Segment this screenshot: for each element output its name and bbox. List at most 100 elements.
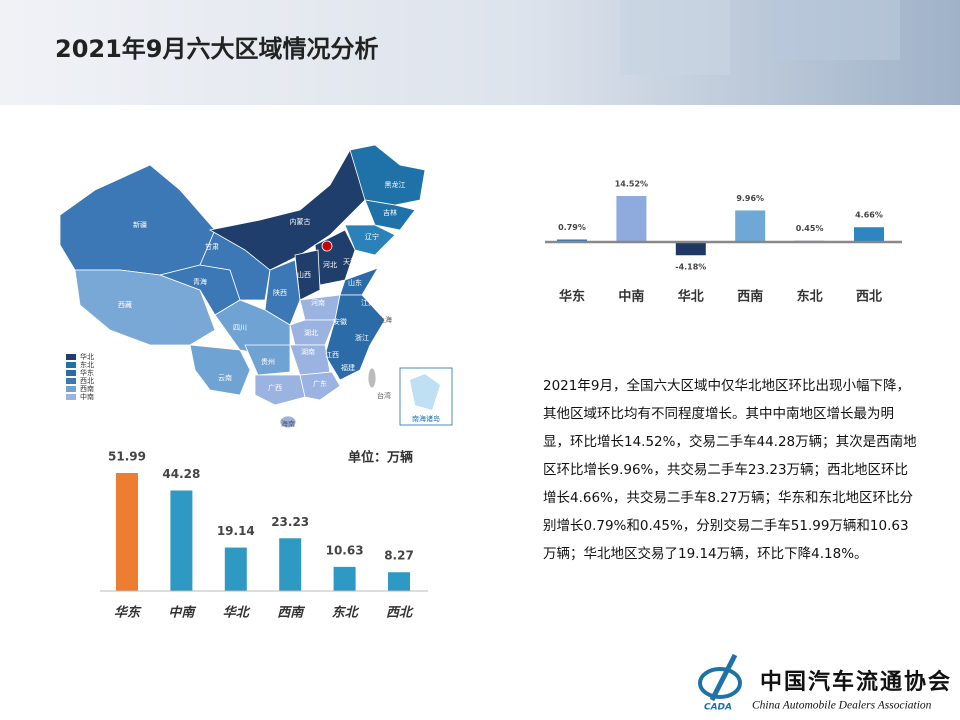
legend-label: 东北 (80, 360, 94, 369)
x-tick-label: 东北 (332, 605, 360, 621)
province-label: 湖南 (301, 347, 315, 356)
province-label: 山西 (297, 270, 311, 279)
header-cube (770, 0, 900, 60)
province (244, 344, 291, 376)
header-cube (620, 0, 730, 75)
province-label: 山东 (348, 278, 362, 287)
x-tick-label: 华北 (678, 289, 704, 305)
province (254, 374, 306, 406)
province-label: 内蒙古 (290, 217, 311, 226)
legend-label: 西北 (80, 377, 94, 385)
province (279, 415, 297, 429)
province (74, 269, 216, 346)
legend-label: 中南 (80, 392, 94, 401)
value-label: 23.23 (271, 515, 309, 529)
bar (224, 547, 247, 591)
unit-label: 单位：万辆 (348, 450, 413, 466)
summary-text: 2021年9月，全国六大区域中仅华北地区环比出现小幅下降，其他区域环比均有不同程… (543, 378, 917, 562)
bar (388, 572, 410, 591)
province-label: 台湾 (377, 391, 391, 400)
province (367, 367, 377, 389)
x-tick-label: 西北 (386, 606, 414, 621)
bar (735, 210, 766, 242)
logo-icon (698, 667, 742, 699)
bar (616, 196, 647, 242)
logo-abbr: CADA (704, 703, 732, 713)
x-tick-label: 东北 (797, 289, 823, 305)
province-label: 青海 (193, 277, 207, 286)
province-label: 海南 (281, 419, 295, 428)
value-label: -4.18% (675, 263, 706, 272)
province-label: 浙江 (355, 333, 369, 342)
value-label: 4.66% (855, 211, 883, 220)
value-label: 51.99 (108, 450, 146, 464)
x-tick-label: 西北 (856, 290, 882, 305)
province-label: 四川 (233, 324, 247, 332)
value-label: 8.27 (384, 549, 414, 563)
china-map (59, 144, 453, 429)
value-label: 14.52% (615, 180, 648, 189)
bar (333, 566, 356, 591)
capital-marker (321, 240, 333, 252)
x-tick-label: 西南 (737, 289, 763, 305)
province (324, 294, 386, 381)
x-tick-label: 中南 (168, 605, 196, 621)
value-label: 0.45% (796, 224, 824, 233)
province (214, 299, 291, 356)
value-label: 0.79% (558, 223, 586, 232)
province-label: 广东 (313, 379, 327, 388)
bar (170, 490, 193, 591)
province-label: 吉林 (383, 208, 397, 217)
value-label: 19.14 (217, 524, 255, 538)
legend-label: 西南 (80, 384, 94, 393)
x-tick-label: 华东 (114, 605, 142, 621)
province (299, 371, 341, 401)
bar (279, 538, 302, 591)
x-tick-label: 中南 (618, 289, 644, 305)
value-label: 9.96% (736, 194, 764, 203)
bar (116, 473, 138, 591)
x-tick-label: 华东 (559, 289, 585, 305)
province-label: 西藏 (118, 300, 132, 309)
legend-swatch (66, 394, 76, 400)
slide-title: 2021年9月六大区域情况分析 (55, 35, 379, 63)
province-label: 贵州 (261, 357, 275, 366)
bar (557, 239, 587, 242)
province-label: 黑龙江 (385, 180, 406, 189)
legend-swatch (66, 386, 76, 392)
province-label: 江西 (325, 351, 339, 359)
value-label: 10.63 (326, 543, 364, 557)
province-label: 南海诸岛 (412, 414, 440, 423)
province-label: 辽宁 (365, 232, 379, 241)
province-label: 新疆 (133, 220, 147, 229)
province-label: 河南 (311, 298, 325, 307)
province-label: 云南 (218, 373, 232, 382)
province (364, 199, 416, 231)
province-label: 福建 (341, 363, 355, 372)
logo-name-en: China Automobile Dealers Association (752, 700, 932, 712)
inset-sea (410, 374, 440, 410)
legend-label: 华北 (80, 352, 94, 361)
logo-icon (709, 653, 738, 702)
province-label: 湖北 (304, 328, 318, 337)
province-label: 上海 (378, 315, 392, 324)
province (264, 259, 301, 326)
province-label: 江苏 (361, 298, 375, 307)
province (59, 164, 216, 276)
legend-swatch (66, 362, 76, 368)
legend-swatch (66, 354, 76, 360)
legend-swatch (66, 378, 76, 384)
province-label: 甘肃 (205, 242, 219, 251)
legend-label: 华东 (80, 368, 94, 377)
x-tick-label: 华北 (223, 605, 251, 621)
province-label: 陕西 (273, 288, 287, 297)
province-label: 广西 (268, 383, 282, 392)
x-tick-label: 西南 (277, 605, 305, 621)
value-label: 44.28 (162, 467, 200, 481)
bar (675, 242, 706, 256)
province-label: 河北 (323, 261, 337, 269)
legend-swatch (66, 370, 76, 376)
province-label: 安徽 (333, 317, 347, 326)
